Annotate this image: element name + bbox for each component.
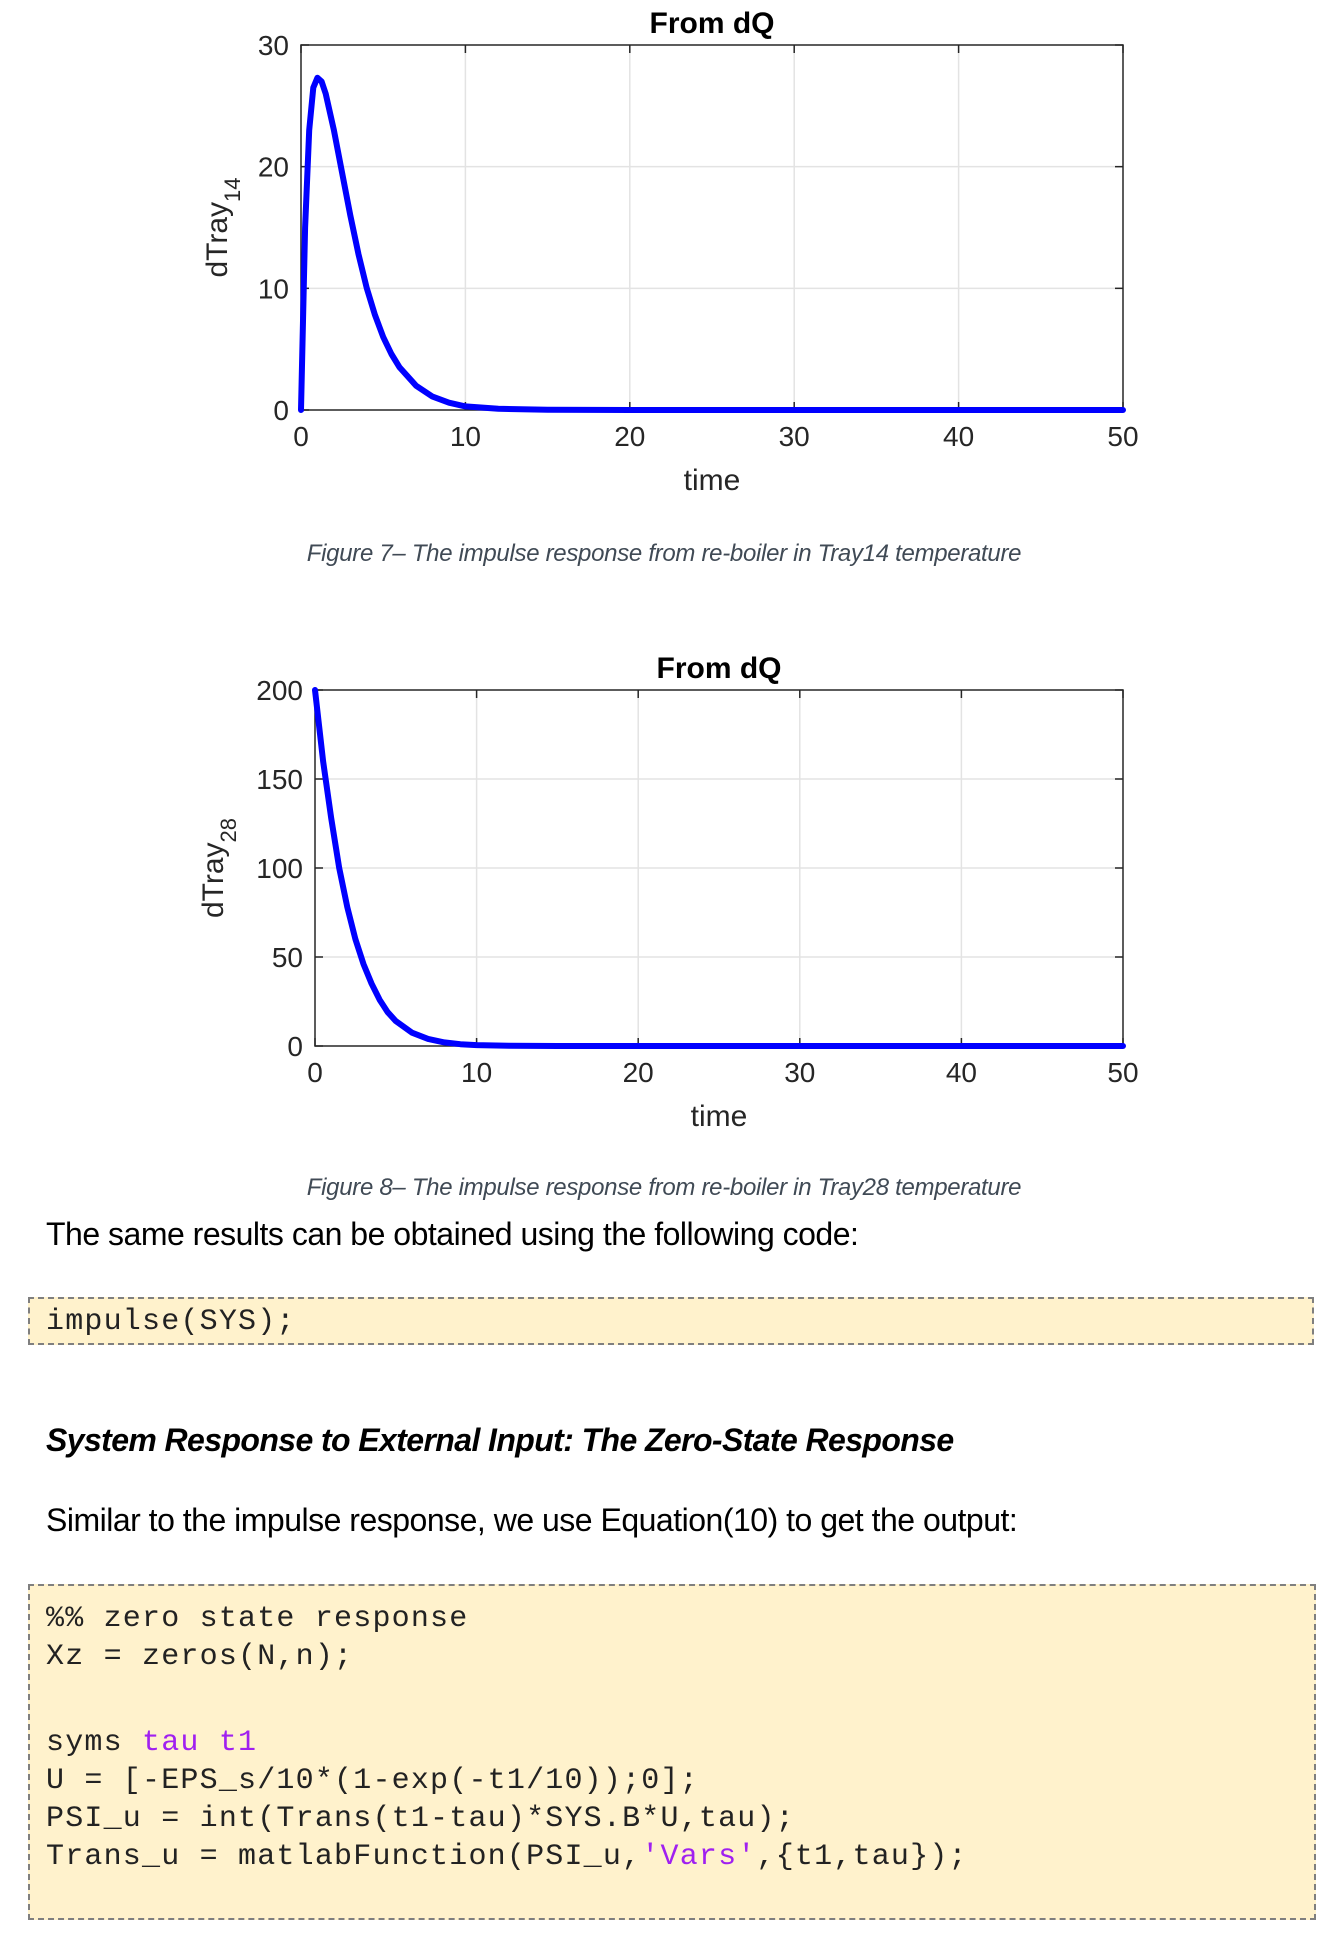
code-line: impulse(SYS); xyxy=(46,1305,296,1339)
description-paragraph: Similar to the impulse response, we use … xyxy=(46,1502,1018,1538)
data-line xyxy=(312,687,1126,1049)
x-tick-label: 40 xyxy=(943,421,974,452)
chart-title: From dQ xyxy=(650,7,775,40)
figure8-caption: Figure 8– The impulse response from re-b… xyxy=(306,1174,1022,1201)
section-heading: System Response to External Input: The Z… xyxy=(46,1422,954,1458)
x-tick-label: 10 xyxy=(461,1057,492,1088)
code-line: PSI_u = int(Trans(t1-tau)*SYS.B*U,tau); xyxy=(46,1802,795,1836)
code-line: Xz = zeros(N,n); xyxy=(46,1640,354,1674)
y-tick-label: 100 xyxy=(256,853,303,884)
code-text: ,{t1,tau}); xyxy=(756,1840,968,1874)
intro-paragraph: The same results can be obtained using t… xyxy=(46,1216,859,1252)
y-tick-label: 20 xyxy=(258,152,289,183)
x-tick-label: 50 xyxy=(1107,1057,1138,1088)
y-axis-label: dTray14 xyxy=(201,177,245,277)
y-tick-label: 0 xyxy=(273,395,289,426)
code-symbolic-vars: tau t1 xyxy=(142,1726,258,1760)
y-tick-label: 10 xyxy=(258,273,289,304)
x-axis-label: time xyxy=(684,464,741,497)
y-axis-label: dTray28 xyxy=(197,818,241,918)
code-line: Trans_u = matlabFunction(PSI_u,'Vars',{t… xyxy=(46,1838,1298,1876)
code-line-blank xyxy=(46,1676,1298,1724)
code-line-comment: %% zero state response xyxy=(46,1602,469,1636)
y-tick-label: 30 xyxy=(258,30,289,61)
code-line: syms tau t1 xyxy=(46,1724,1298,1762)
y-tick-label: 150 xyxy=(256,764,303,795)
x-tick-label: 30 xyxy=(784,1057,815,1088)
code-line: U = [-EPS_s/10*(1-exp(-t1/10));0]; xyxy=(46,1764,699,1798)
x-tick-label: 20 xyxy=(623,1057,654,1088)
y-tick-label: 200 xyxy=(256,675,303,706)
figure7-chart: 0 10 20 30 40 50 0 10 20 30 From dQ time dTray14 xyxy=(201,7,1139,497)
x-tick-label: 40 xyxy=(946,1057,977,1088)
code-block-impulse: impulse(SYS); xyxy=(28,1297,1314,1345)
y-tick-label: 50 xyxy=(272,942,303,973)
y-tick-label: 0 xyxy=(287,1031,303,1062)
code-keyword: syms xyxy=(46,1726,143,1760)
data-line xyxy=(298,74,1126,413)
x-tick-label: 0 xyxy=(307,1057,323,1088)
x-tick-label: 20 xyxy=(614,421,645,452)
figure8-chart: 0 10 20 30 40 50 0 50 100 150 200 From dQ time dTray2… xyxy=(197,652,1139,1133)
x-tick-label: 0 xyxy=(293,421,309,452)
x-tick-label: 30 xyxy=(779,421,810,452)
code-text: Trans_u = matlabFunction(PSI_u, xyxy=(46,1840,642,1874)
code-block-zero-state: %% zero state response Xz = zeros(N,n); … xyxy=(28,1584,1316,1920)
code-string: 'Vars' xyxy=(641,1840,757,1874)
x-tick-label: 50 xyxy=(1107,421,1138,452)
chart-title: From dQ xyxy=(657,652,782,685)
figure7-caption: Figure 7– The impulse response from re-b… xyxy=(306,540,1022,567)
plot-area xyxy=(301,45,1123,410)
x-axis-label: time xyxy=(691,1100,748,1133)
x-tick-label: 10 xyxy=(450,421,481,452)
